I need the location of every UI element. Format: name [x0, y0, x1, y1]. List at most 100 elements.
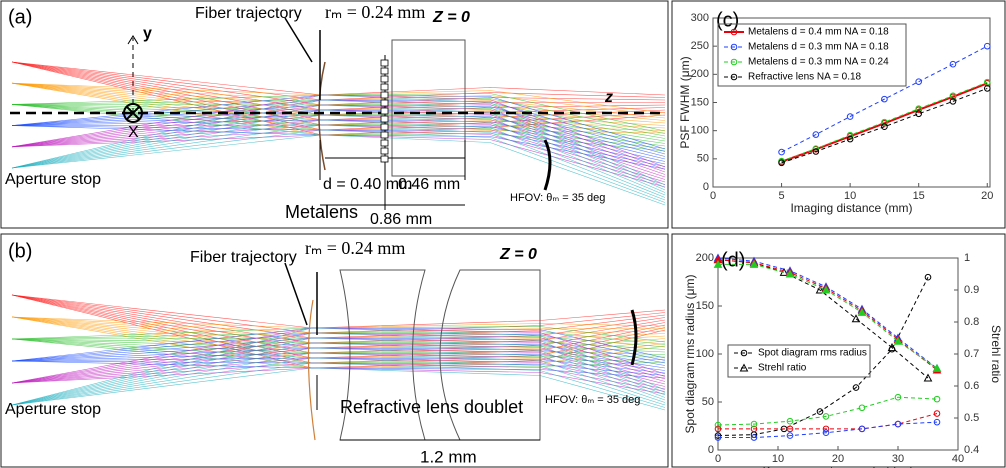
marker	[816, 408, 824, 415]
ray	[11, 125, 666, 167]
ray	[11, 352, 666, 406]
marker	[893, 336, 903, 345]
marker	[846, 131, 854, 139]
ray	[11, 332, 666, 384]
ray	[11, 125, 666, 170]
ray	[11, 342, 666, 366]
x-tick-label: 30	[892, 453, 904, 465]
y-tick-label: 200	[691, 68, 709, 80]
meta-atom	[380, 83, 389, 91]
marker	[983, 85, 991, 92]
marker	[730, 28, 738, 36]
ray	[11, 332, 666, 362]
marker	[858, 404, 866, 412]
panel-label: (c)	[716, 9, 739, 31]
ray	[11, 109, 666, 175]
meta-atom	[380, 67, 389, 75]
marker	[730, 73, 738, 81]
marker	[915, 110, 922, 118]
ray	[11, 104, 666, 149]
dimension-label: 1.2 mm	[420, 447, 477, 466]
marker	[851, 314, 861, 323]
marker	[858, 425, 866, 433]
ray	[11, 124, 666, 165]
fiber-arc	[307, 299, 316, 441]
ray	[11, 104, 666, 144]
x-tick-label: 10	[772, 453, 784, 465]
ray	[11, 337, 666, 384]
marker	[846, 113, 854, 120]
ray	[11, 316, 666, 349]
ray	[11, 82, 666, 114]
annotation: Aperture stop	[5, 401, 101, 418]
ray	[11, 61, 666, 116]
annotation: Fiber trajectory	[195, 5, 302, 22]
dimension-label: 0.46 mm	[398, 176, 460, 193]
ray	[11, 337, 666, 406]
ray	[11, 337, 666, 364]
ray	[11, 367, 666, 395]
ray	[11, 94, 666, 186]
panel-label: (a)	[8, 6, 32, 28]
y2-tick-label: 0.8	[964, 316, 979, 328]
ray	[11, 61, 666, 101]
x-tick-label: 5	[779, 190, 785, 202]
y-tick-label: 100	[691, 125, 709, 137]
ray	[11, 119, 666, 198]
ray	[11, 316, 665, 334]
ray	[11, 336, 666, 348]
ray	[11, 316, 666, 339]
meta-atom	[380, 59, 389, 67]
ray	[11, 104, 666, 173]
marker	[778, 148, 785, 156]
hfov-arc	[630, 309, 638, 366]
ray	[11, 109, 666, 157]
ray	[11, 82, 666, 136]
ray	[11, 327, 666, 384]
marker	[812, 148, 820, 155]
marker	[750, 425, 758, 433]
marker	[822, 413, 830, 420]
marker	[881, 118, 888, 126]
ray	[11, 103, 666, 137]
series-line	[718, 413, 938, 430]
ray	[11, 119, 666, 180]
ray	[11, 129, 666, 185]
ray	[11, 61, 665, 111]
panel-b-frame	[0, 233, 669, 468]
ray	[11, 98, 666, 134]
x-axis-symbol	[123, 103, 143, 123]
marker	[881, 95, 888, 103]
ray	[11, 367, 666, 411]
legend-label: Metalens d = 0.3 mm NA = 0.18	[748, 42, 889, 53]
marker	[887, 343, 897, 352]
marker	[822, 425, 830, 433]
marker	[812, 131, 820, 138]
y2-tick-label: 0.9	[964, 284, 979, 296]
meta-atom	[380, 155, 389, 163]
ray	[11, 347, 666, 385]
y2-tick-label: 0.6	[964, 380, 979, 392]
marker	[949, 98, 957, 105]
marker	[750, 420, 758, 428]
marker	[894, 393, 902, 401]
marker	[857, 307, 867, 316]
legend-box	[717, 23, 907, 87]
meta-atom	[380, 131, 389, 139]
ray	[11, 94, 666, 150]
ray	[11, 82, 666, 124]
ray	[11, 352, 666, 387]
x-tick-label: 40	[952, 453, 964, 465]
ray	[11, 357, 666, 390]
y-tick-label: 50	[697, 153, 709, 165]
ray	[11, 114, 666, 178]
marker	[822, 429, 830, 437]
ray-fan-b	[11, 294, 666, 411]
ray	[11, 61, 666, 106]
metalens	[380, 59, 389, 163]
legend-label: Spot diagram rms radius	[758, 348, 867, 359]
marker	[923, 373, 933, 382]
marker	[924, 273, 932, 281]
marker	[750, 434, 758, 441]
